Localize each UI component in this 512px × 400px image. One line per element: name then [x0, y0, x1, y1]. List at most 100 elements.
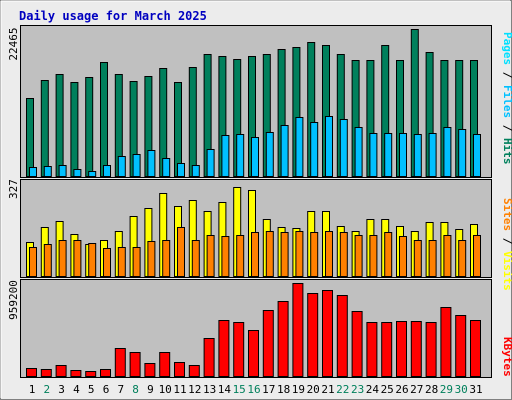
- hits-bar: [26, 98, 34, 177]
- kbytes-bar: [366, 322, 378, 377]
- kbytes-bar: [292, 283, 304, 377]
- kbytes-bar: [174, 362, 185, 377]
- sites-bar: [428, 240, 437, 277]
- files-bar: [399, 133, 407, 177]
- kbytes-bar: [351, 311, 363, 377]
- kbytes-bar: [425, 322, 437, 377]
- day-label: 21: [321, 383, 334, 396]
- files-bar: [310, 122, 319, 177]
- day-label: 10: [159, 383, 172, 396]
- day-label: 22: [336, 383, 349, 396]
- sites-bar: [117, 247, 126, 277]
- day-label: 14: [218, 383, 232, 396]
- day-label: 25: [381, 383, 394, 396]
- files-bar: [88, 171, 97, 177]
- day-axis-labels: 1 2 3 4 5 6 7 8 9 10 11 12 13 14 15 16 17 18 19 20 21 22 23 24 2…: [29, 383, 483, 396]
- day-label: 3: [58, 383, 65, 396]
- files-bar: [206, 149, 215, 177]
- kbytes-bar: [100, 369, 111, 377]
- day-label: 16: [247, 383, 260, 396]
- sites-bar: [295, 231, 304, 277]
- kbytes-bar: [159, 352, 171, 377]
- sites-bar: [473, 235, 481, 277]
- day-label: 11: [173, 383, 186, 396]
- sites-bar: [206, 235, 215, 277]
- sites-bar: [191, 240, 200, 277]
- files-bar: [29, 167, 37, 177]
- sites-bar: [147, 241, 156, 277]
- sites-bar: [58, 240, 67, 277]
- day-label: 17: [262, 383, 275, 396]
- max-label-kbytes: 959200: [7, 280, 20, 320]
- hits-bar: [188, 67, 197, 177]
- sites-bar: [43, 244, 52, 277]
- files-bar: [236, 134, 245, 177]
- files-bar: [177, 163, 185, 177]
- sites-bar: [280, 232, 289, 277]
- day-label: 5: [88, 383, 95, 396]
- legend-hits-files-pages: Pages / Files / Hits: [501, 32, 512, 165]
- day-label: 15: [233, 383, 246, 396]
- day-label: 18: [277, 383, 290, 396]
- sites-bar: [354, 235, 363, 277]
- kbytes-bar: [233, 322, 245, 377]
- kbytes-bar: [410, 321, 422, 377]
- files-bar: [354, 127, 363, 177]
- sites-bar: [413, 240, 422, 277]
- kbytes-bar: [114, 348, 126, 377]
- sites-bar: [325, 231, 333, 277]
- files-bar: [369, 133, 378, 177]
- files-bar: [473, 134, 481, 177]
- sites-bar: [339, 232, 348, 277]
- legend-hits: Hits: [501, 138, 512, 165]
- files-bar: [132, 154, 141, 177]
- kbytes-bar: [248, 330, 259, 377]
- kbytes-bar: [396, 321, 407, 377]
- sites-bar: [73, 240, 82, 277]
- kbytes-bar: [440, 307, 452, 377]
- sites-bar: [88, 243, 97, 277]
- legend-sep-1: /: [501, 65, 512, 85]
- kbytes-bar: [218, 320, 230, 377]
- day-label: 27: [410, 383, 423, 396]
- kbytes-bar: [85, 371, 97, 377]
- max-label-visits: 327: [7, 179, 20, 199]
- day-label: 8: [132, 383, 139, 396]
- hits-bar: [55, 74, 64, 177]
- kbytes-bar: [336, 295, 348, 377]
- hits-bar: [40, 80, 49, 177]
- legend-visits: Visits: [501, 251, 512, 291]
- files-bar: [162, 158, 171, 177]
- kbytes-bar: [455, 315, 467, 377]
- day-label: 2: [43, 383, 50, 396]
- day-label: 6: [103, 383, 110, 396]
- kbytes-bar: [188, 365, 200, 377]
- legend-kbytes: KBytes: [501, 337, 512, 377]
- day-label: 13: [203, 383, 216, 396]
- hits-bar: [100, 62, 108, 177]
- legend-sep-3: /: [501, 231, 512, 251]
- kbytes-bar: [40, 369, 52, 377]
- sites-bar: [236, 235, 245, 277]
- day-label: 1: [29, 383, 36, 396]
- files-bar: [147, 150, 156, 177]
- kbytes-bar: [55, 365, 67, 377]
- files-bar: [458, 129, 467, 177]
- day-label: 24: [366, 383, 380, 396]
- day-label: 28: [425, 383, 438, 396]
- sites-bar: [221, 236, 230, 277]
- files-bar: [251, 137, 259, 177]
- day-label: 29: [440, 383, 453, 396]
- sites-bar: [103, 248, 111, 277]
- files-bar: [280, 125, 289, 177]
- hits-bar: [70, 82, 79, 177]
- files-bar: [295, 117, 304, 177]
- kbytes-bar: [70, 370, 82, 377]
- files-bar: [428, 133, 437, 177]
- sites-bar: [251, 232, 259, 277]
- files-bar: [117, 156, 126, 177]
- files-bar: [384, 133, 393, 177]
- day-label: 19: [292, 383, 305, 396]
- legend-pages: Pages: [501, 32, 512, 65]
